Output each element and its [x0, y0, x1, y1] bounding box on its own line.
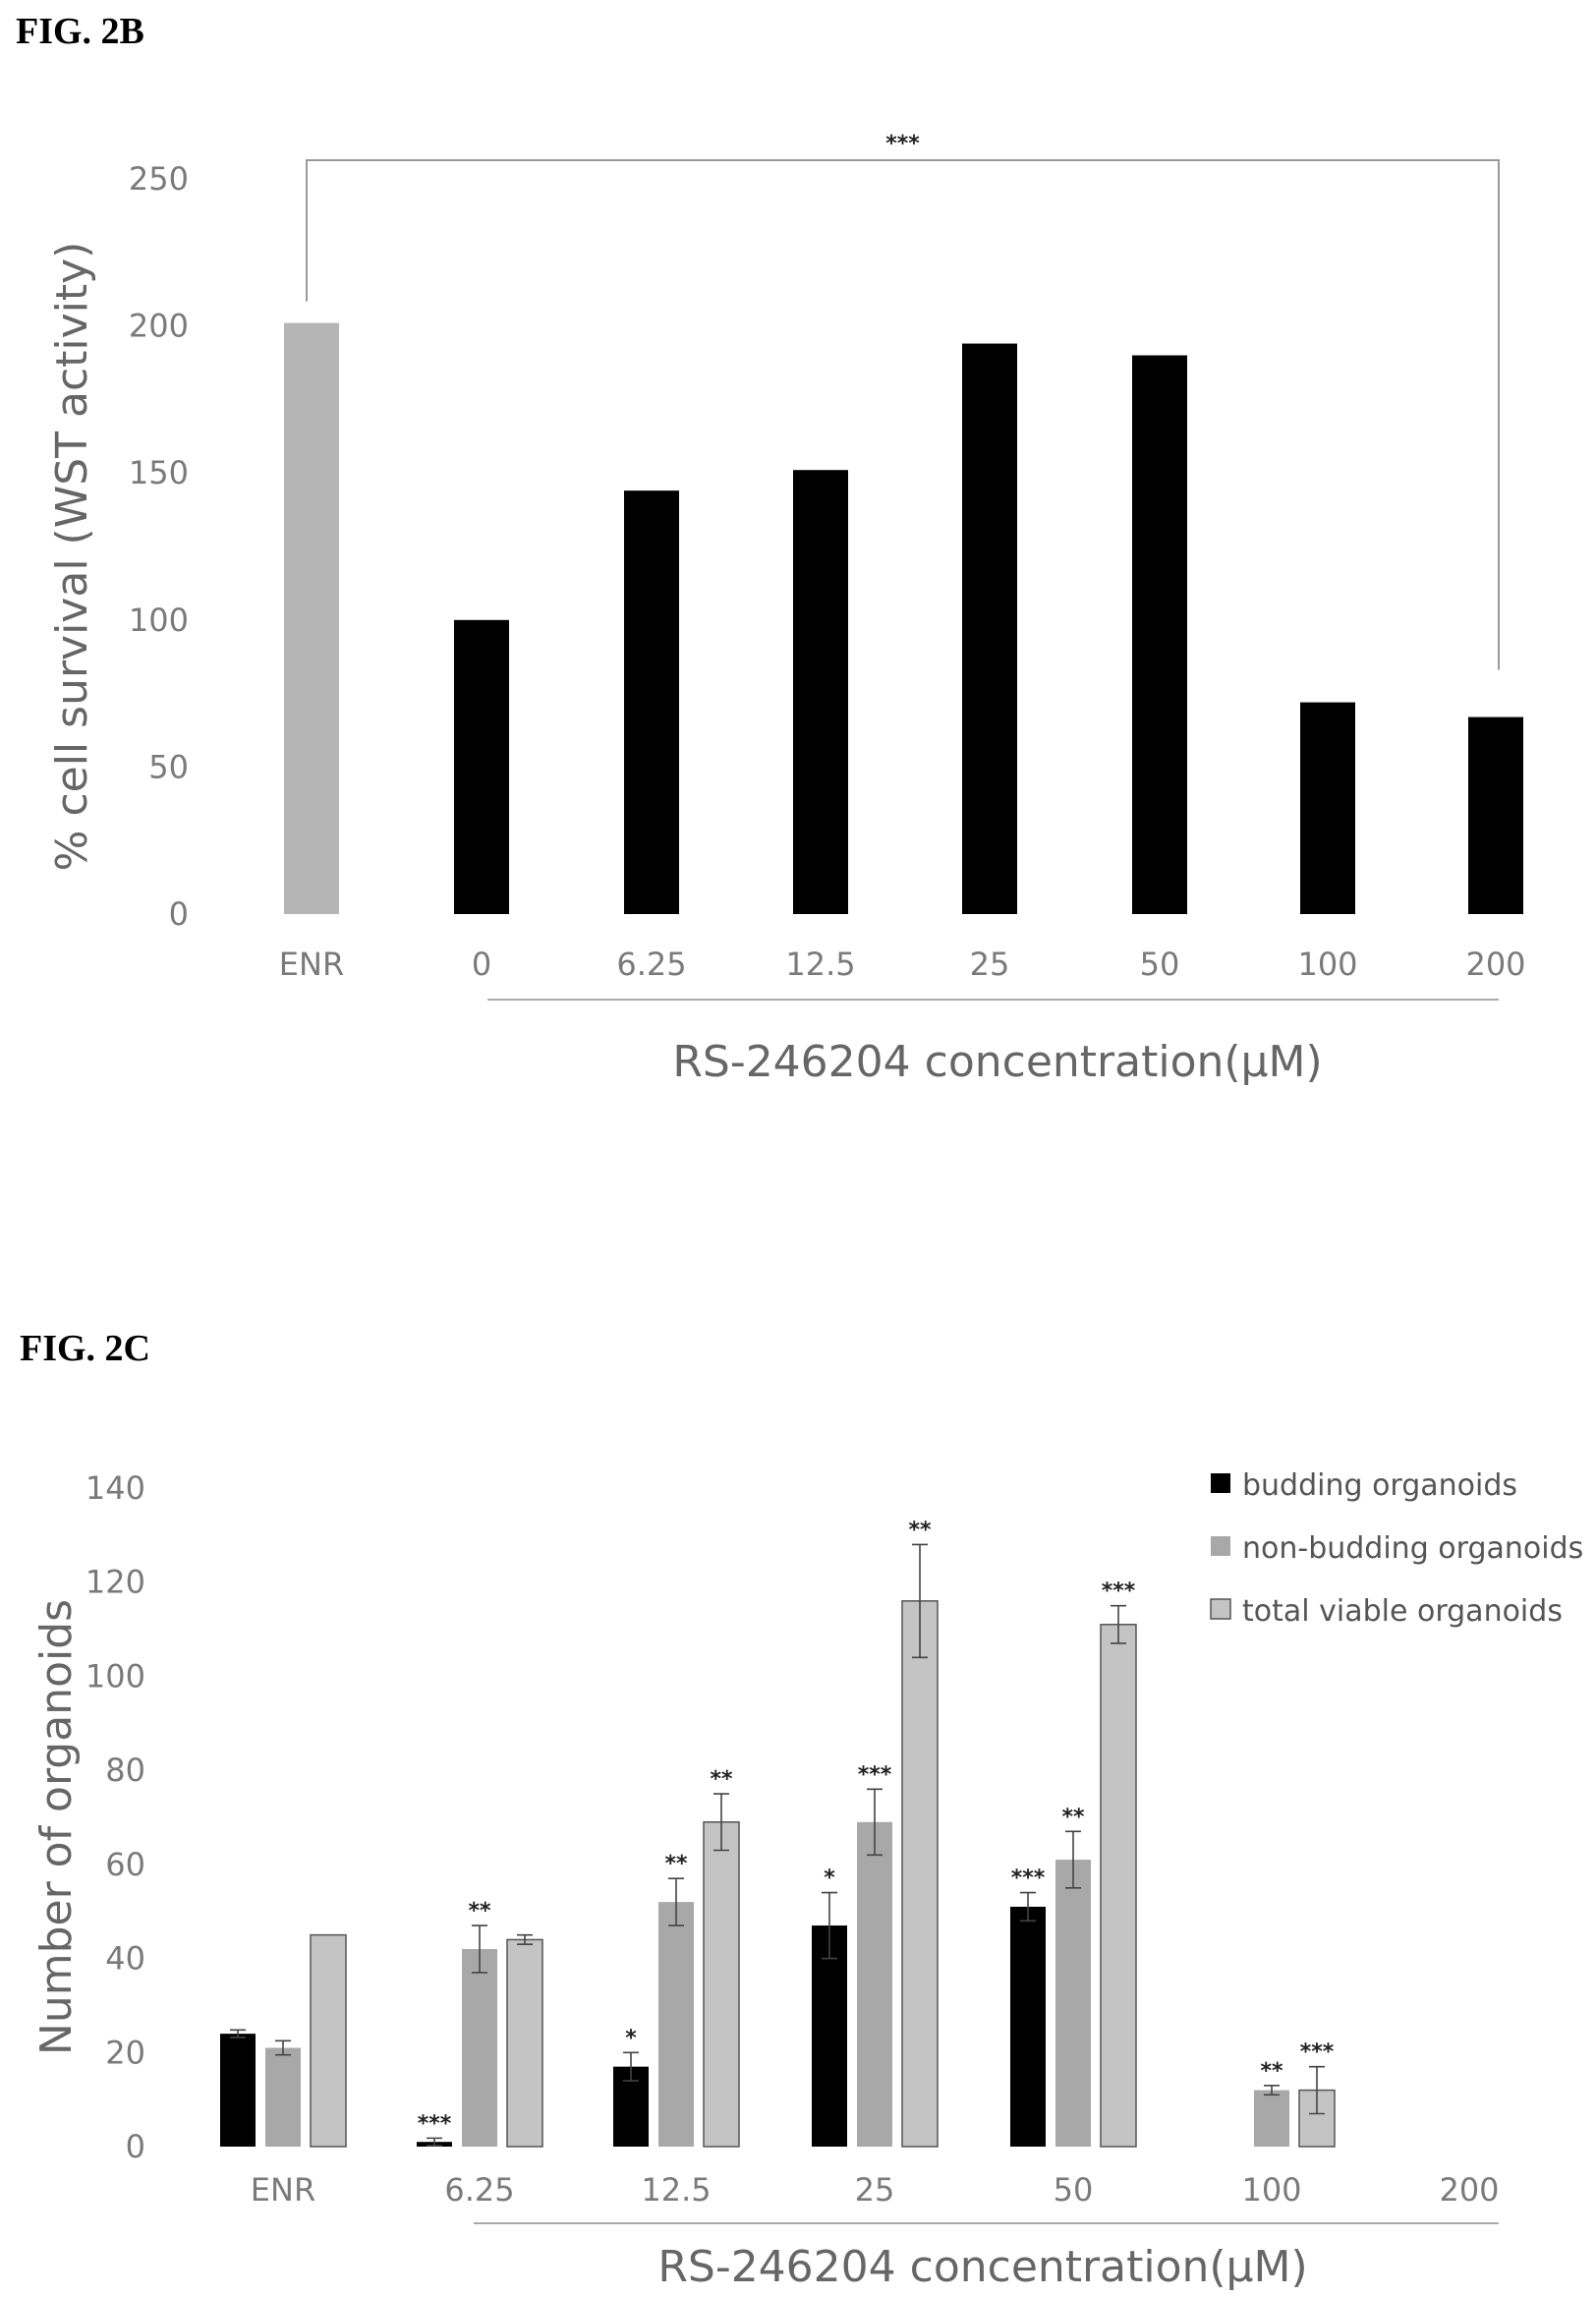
figure-label-2b: FIG. 2B [16, 11, 144, 52]
bar-12-5 [793, 470, 848, 914]
significance-label: ** [710, 1767, 733, 1792]
significance-label: *** [1011, 1866, 1046, 1891]
significance-label: *** [1102, 1579, 1136, 1604]
y-tick-label: 150 [129, 454, 189, 491]
y-tick-label: 140 [86, 1469, 145, 1507]
bar-200 [1468, 717, 1523, 914]
error-bar [275, 2039, 291, 2056]
bar-25 [962, 343, 1017, 914]
figure-label-2c: FIG. 2C [20, 1328, 150, 1369]
y-tick-label: 100 [86, 1657, 145, 1694]
error-bar [668, 1877, 684, 1926]
bar-non-budding-organoids-enr [265, 2047, 301, 2147]
x-tick-label: 25 [855, 2171, 895, 2209]
x-tick-label: 0 [472, 946, 491, 983]
bar-total-viable-organoids-12-5 [703, 1821, 740, 2148]
y-tick-label: 250 [129, 160, 189, 198]
error-bar [1020, 1891, 1036, 1923]
legend-swatch-budding-organoids [1211, 1473, 1230, 1493]
bar-enr [284, 322, 339, 914]
significance-label: ** [1061, 1805, 1085, 1829]
bar-non-budding-organoids-12-5 [658, 1902, 694, 2147]
x-axis-title: RS-246204 concentration(µM) [672, 1037, 1322, 1087]
error-bar [472, 1924, 487, 1974]
significance-bracket [306, 159, 1500, 670]
significance-label: * [824, 1866, 835, 1891]
bar-total-viable-organoids-enr [310, 1933, 347, 2148]
error-bar [912, 1543, 928, 1659]
error-bar [1111, 1604, 1126, 1644]
y-tick-label: 20 [105, 2034, 145, 2071]
legend-swatch-total-viable-organoids [1210, 1598, 1231, 1620]
legend-swatch-non-budding-organoids [1211, 1536, 1230, 1556]
x-tick-label: 50 [1054, 2171, 1094, 2209]
error-bar [713, 1793, 729, 1852]
y-tick-label: 0 [169, 895, 189, 933]
error-bar [517, 1933, 533, 1946]
y-tick-label: 120 [86, 1564, 145, 1601]
x-tick-label: 12.5 [785, 946, 855, 983]
bar-0 [454, 619, 509, 914]
significance-label: * [625, 2026, 637, 2050]
y-tick-label: 200 [129, 308, 189, 345]
bar-non-budding-organoids-6-25 [462, 1949, 497, 2147]
bar-total-viable-organoids-6-25 [506, 1938, 543, 2148]
bar-budding-organoids-50 [1010, 1906, 1046, 2147]
x-tick-label: ENR [251, 2171, 315, 2209]
x-tick-label: 25 [970, 946, 1010, 983]
bar-100 [1300, 702, 1355, 914]
error-bar [1309, 2065, 1325, 2115]
bar-6-25 [624, 490, 679, 914]
chart-2b: 0 50 100 150 200 250 ENR 0 6.25 12.5 25 50 100 200 RS-… [47, 132, 1526, 1087]
x-tick-label: 100 [1297, 946, 1357, 983]
y-axis-title: Number of organoids [31, 1599, 82, 2055]
bar-total-viable-organoids-50 [1100, 1624, 1137, 2148]
significance-label: *** [858, 1762, 892, 1787]
legend-label-budding-organoids: budding organoids [1242, 1468, 1517, 1503]
significance-label: ** [468, 1899, 491, 1924]
legend-label-non-budding-organoids: non-budding organoids [1242, 1531, 1583, 1566]
chart-2c: 0 20 40 60 80 100 120 140 ENR 6.25 12.5 25 50 100 200 *… [31, 1468, 1583, 2292]
significance-label: *** [1300, 2040, 1335, 2065]
bar-budding-organoids-25 [812, 1925, 847, 2147]
error-bar [427, 2137, 442, 2147]
y-tick-label: 0 [126, 2128, 145, 2165]
x-tick-label: 100 [1241, 2171, 1301, 2209]
x-tick-label: 200 [1465, 946, 1525, 983]
y-tick-label: 100 [129, 602, 189, 639]
y-tick-label: 80 [105, 1751, 145, 1789]
legend-label-total-viable-organoids: total viable organoids [1242, 1594, 1563, 1629]
error-bar [230, 2029, 246, 2039]
x-tick-label: 12.5 [641, 2171, 711, 2209]
error-bar [1264, 2084, 1280, 2096]
error-bar [1065, 1830, 1081, 1889]
error-bar [623, 2051, 639, 2082]
significance-label: *** [418, 2111, 452, 2136]
bar-budding-organoids-enr [220, 2034, 256, 2147]
y-axis-title: % cell survival (WST activity) [47, 242, 97, 872]
x-tick-label: 6.25 [616, 946, 686, 983]
x-axis-title: RS-246204 concentration(µM) [657, 2242, 1307, 2292]
bar-50 [1132, 355, 1187, 914]
bar-total-viable-organoids-25 [901, 1600, 939, 2148]
significance-label: *** [885, 132, 920, 156]
y-tick-label: 50 [148, 748, 189, 785]
significance-label: ** [664, 1852, 688, 1876]
significance-label: ** [908, 1518, 932, 1542]
error-bar [867, 1788, 883, 1857]
x-tick-label: 50 [1140, 946, 1180, 983]
x-tick-label: 6.25 [444, 2171, 514, 2209]
error-bar [822, 1891, 837, 1960]
bar-non-budding-organoids-100 [1254, 2090, 1289, 2147]
x-tick-label: ENR [279, 946, 344, 983]
significance-label: ** [1260, 2059, 1283, 2084]
y-tick-label: 60 [105, 1846, 145, 1883]
bar-non-budding-organoids-25 [857, 1821, 892, 2147]
bar-non-budding-organoids-50 [1055, 1860, 1091, 2147]
y-tick-label: 40 [105, 1940, 145, 1978]
x-tick-label: 200 [1439, 2171, 1499, 2209]
